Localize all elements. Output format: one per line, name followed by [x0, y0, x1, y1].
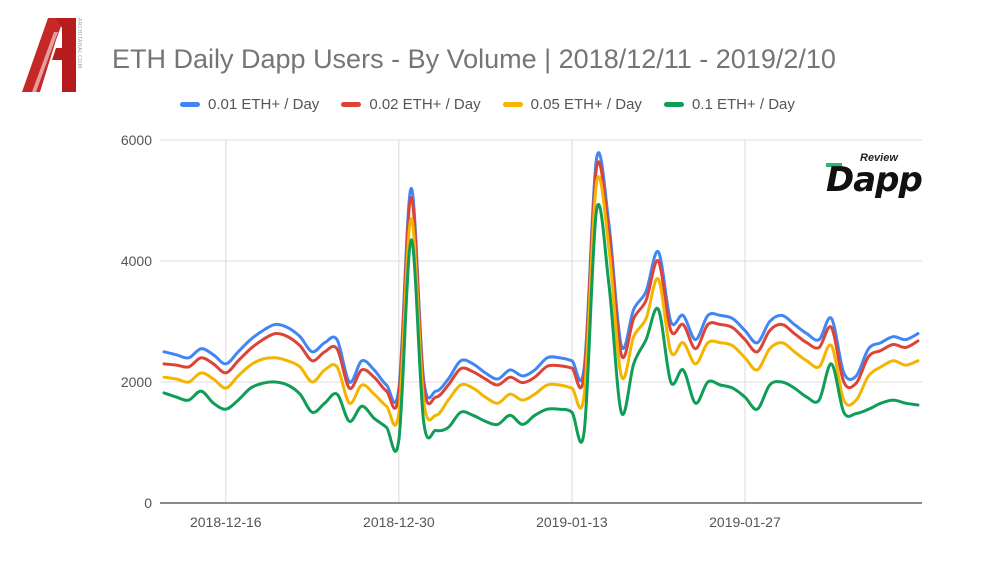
- site-logo-caption: ARCHITANAI.COM: [76, 18, 82, 69]
- legend-swatch: [502, 102, 523, 107]
- legend-item-series-2: 0.02 ETH+ / Day: [341, 96, 481, 113]
- x-tick-label: 2019-01-27: [709, 514, 781, 530]
- site-logo-icon: [22, 18, 76, 92]
- legend-label: 0.02 ETH+ / Day: [369, 96, 481, 113]
- chart-legend: 0.01 ETH+ / Day 0.02 ETH+ / Day 0.05 ETH…: [180, 96, 795, 113]
- legend-item-series-4: 0.1 ETH+ / Day: [663, 96, 795, 113]
- legend-item-series-3: 0.05 ETH+ / Day: [502, 96, 642, 113]
- legend-label: 0.05 ETH+ / Day: [530, 96, 642, 113]
- series-line-4: [162, 202, 920, 453]
- chart-title: ETH Daily Dapp Users - By Volume | 2018/…: [112, 44, 836, 74]
- x-tick-label: 2018-12-16: [190, 514, 262, 530]
- y-tick-label: 2000: [121, 374, 152, 390]
- brand-review-label: Review: [860, 152, 898, 164]
- series-line-1: [162, 151, 920, 404]
- chart-grid: [160, 139, 922, 503]
- legend-label: 0.01 ETH+ / Day: [208, 96, 320, 113]
- x-tick-label: 2019-01-13: [536, 514, 608, 530]
- y-tick-label: 0: [144, 495, 152, 511]
- legend-item-series-1: 0.01 ETH+ / Day: [180, 96, 319, 113]
- legend-swatch: [180, 102, 200, 107]
- legend-swatch: [663, 102, 684, 107]
- chart-series: [162, 151, 920, 453]
- series-line-3: [162, 175, 920, 427]
- dapp-review-logo-icon: [826, 163, 842, 167]
- legend-swatch: [341, 102, 362, 107]
- chart-axes: 0 2000 4000 6000 2018-12-16 2018-12-30 2019-01…: [121, 132, 922, 530]
- y-tick-label: 6000: [121, 132, 152, 148]
- legend-label: 0.1 ETH+ / Day: [691, 96, 795, 113]
- brand-name-label: Dapp: [826, 160, 923, 200]
- x-tick-label: 2018-12-30: [363, 514, 435, 530]
- series-line-2: [162, 160, 920, 410]
- y-tick-label: 4000: [121, 253, 152, 269]
